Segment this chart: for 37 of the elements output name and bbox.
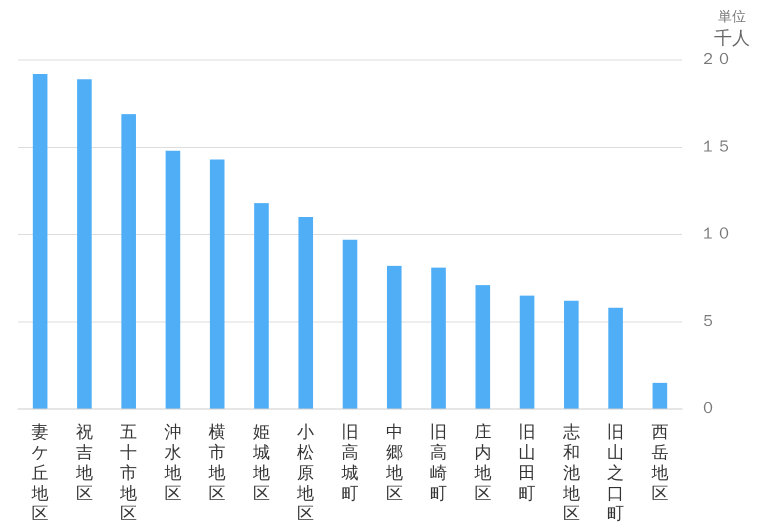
x-tick-label: 姫城地区: [252, 422, 270, 504]
bar: [77, 79, 92, 408]
bar: [210, 159, 225, 408]
bar: [564, 300, 579, 408]
x-tick-label: 祝吉地区: [74, 422, 93, 504]
y-tick-label: １０: [700, 224, 732, 243]
text: 単位: [718, 8, 746, 26]
x-tick-label: 横市地区: [208, 422, 226, 504]
x-tick-label: 小松原地区: [296, 422, 314, 524]
bar: [166, 150, 180, 408]
x-tick-label: 旧山之口町: [607, 422, 624, 524]
bar: [254, 203, 269, 408]
bar: [475, 285, 490, 408]
y-tick-label: ０: [700, 398, 716, 418]
x-tick-label: 西岳地区: [650, 422, 668, 504]
x-tick-label: 沖水地区: [163, 422, 182, 504]
bar: [431, 268, 446, 408]
y-tick-label: ５: [700, 310, 716, 330]
x-tick-label: 五十市地区: [119, 422, 138, 524]
x-tick-label: 中郷地区: [384, 422, 403, 504]
bar: [121, 114, 136, 408]
x-tick-label: 志和池地区: [562, 422, 580, 524]
bar: [652, 382, 668, 408]
bar: [386, 266, 402, 408]
x-tick-label: 旧高崎町: [430, 422, 448, 504]
bar: [298, 217, 314, 408]
x-tick-label: 旧高城町: [340, 422, 358, 504]
y-tick-label: ２０: [700, 49, 732, 68]
bar: [32, 74, 48, 408]
bar: [520, 296, 534, 408]
bar: [342, 240, 358, 408]
y-tick-label: １５: [700, 136, 732, 156]
y-axis-title: 千人: [714, 27, 750, 50]
bar: [608, 308, 623, 408]
x-tick-label: 妻ケ丘地区: [30, 422, 49, 524]
x-tick-label: 旧山田町: [518, 422, 536, 504]
x-tick-label: 庄内地区: [473, 422, 492, 504]
